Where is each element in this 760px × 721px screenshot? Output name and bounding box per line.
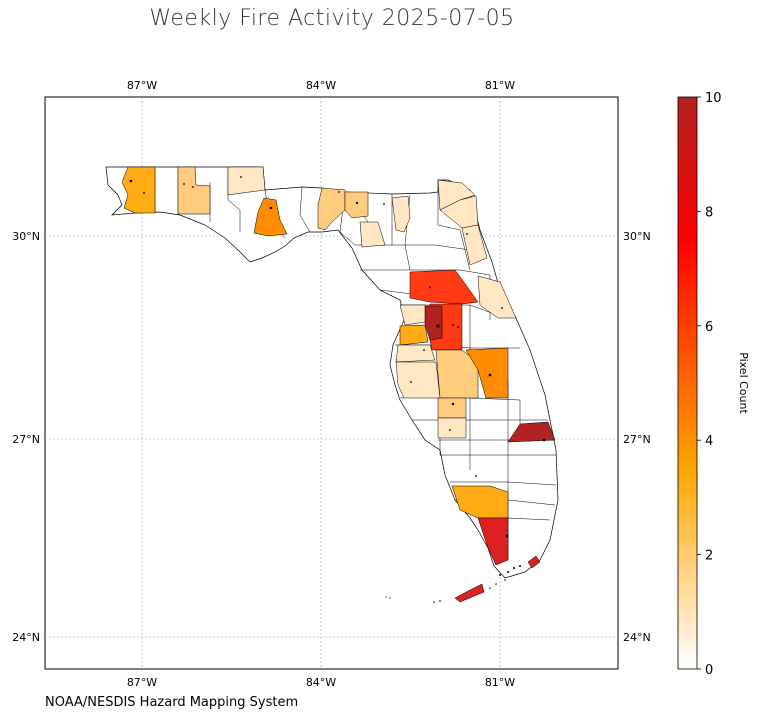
map-title: Weekly Fire Activity 2025-07-05 [149, 6, 515, 31]
county-walton [177, 166, 211, 215]
lat-ticks-right: 30°N 27°N 24°N [623, 230, 651, 644]
county-hardee [437, 397, 467, 419]
tick-top-81: 81°W [485, 79, 515, 92]
colorbar-tick-labels: 0 2 4 6 8 10 [705, 91, 722, 678]
county-polk [435, 349, 479, 399]
county-citrus [399, 304, 426, 326]
colorbar [677, 96, 698, 670]
county-duval [439, 195, 479, 229]
county-osceola [465, 347, 509, 399]
lon-ticks-top: 87°W 84°W 81°W [127, 79, 515, 92]
tick-bottom-81: 81°W [485, 676, 515, 689]
fire-counties [121, 166, 556, 603]
tick-left-30: 30°N [12, 230, 40, 243]
tick-bottom-84: 84°W [306, 676, 336, 689]
fire-detections [129, 176, 546, 538]
county-columbia [359, 221, 386, 248]
county-alachua [477, 275, 517, 319]
cb-tick-10: 10 [705, 91, 722, 106]
cb-tick-8: 8 [705, 205, 713, 220]
county-hillsborough [395, 361, 441, 399]
county-suwannee [344, 191, 369, 219]
county-hernando [399, 324, 429, 346]
source-credit: NOAA/NESDIS Hazard Mapping System [45, 695, 299, 710]
cb-tick-4: 4 [705, 434, 713, 449]
county-stlucie [507, 421, 556, 443]
county-escambia [121, 166, 156, 214]
tick-bottom-87: 87°W [127, 676, 157, 689]
county-desoto [437, 417, 467, 439]
tick-top-84: 84°W [306, 79, 336, 92]
lon-ticks-bottom: 87°W 84°W 81°W [127, 676, 515, 689]
tick-left-24: 24°N [12, 631, 40, 644]
cb-tick-2: 2 [705, 549, 713, 564]
florida-keys [385, 565, 521, 603]
county-nassau [437, 179, 476, 211]
tick-right-30: 30°N [623, 230, 651, 243]
county-keys [527, 555, 541, 569]
county-stjohns [461, 224, 488, 266]
cb-tick-6: 6 [705, 320, 713, 335]
tick-right-24: 24°N [623, 631, 651, 644]
county-marion [409, 269, 479, 305]
county-miami [477, 517, 509, 566]
tick-right-27: 27°N [623, 433, 651, 446]
county-baker [391, 195, 411, 233]
county-pasco [395, 344, 436, 363]
county-holmes [227, 166, 266, 196]
colorbar-label: Pixel Count [737, 352, 750, 414]
lat-ticks-left: 30°N 27°N 24°N [12, 230, 40, 644]
colorbar-ticks [697, 96, 701, 670]
county-bay [253, 197, 288, 237]
tick-top-87: 87°W [127, 79, 157, 92]
cb-tick-0: 0 [705, 663, 713, 678]
county-monroe [454, 583, 485, 603]
tick-left-27: 27°N [12, 433, 40, 446]
